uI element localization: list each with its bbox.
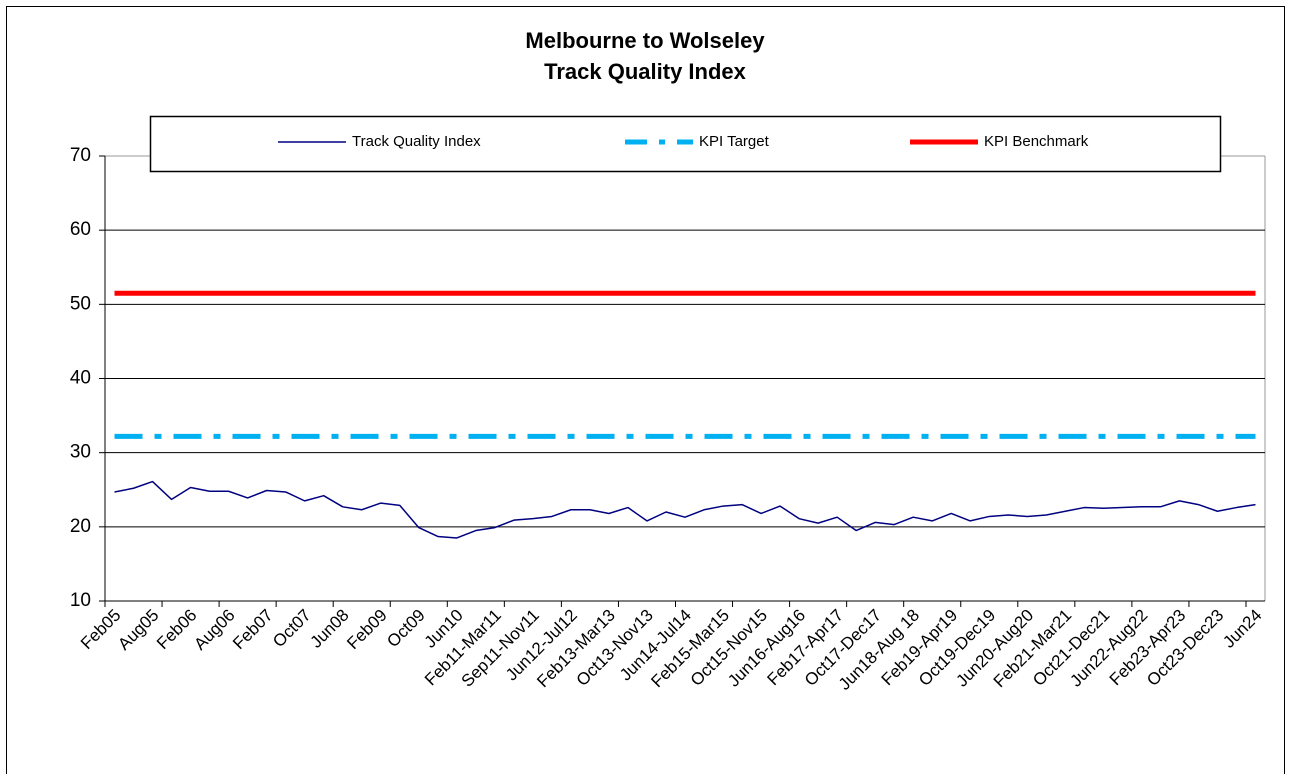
chart-title: Melbourne to Wolseley: [525, 28, 765, 53]
y-tick-label: 10: [70, 590, 91, 611]
y-tick-label: 20: [70, 516, 91, 537]
y-tick-label: 60: [70, 219, 91, 240]
y-tick-label: 50: [70, 293, 91, 314]
y-tick-label: 30: [70, 442, 91, 463]
y-tick-label: 70: [70, 145, 91, 166]
chart-subtitle: Track Quality Index: [544, 59, 747, 84]
legend-label: KPI Benchmark: [984, 133, 1089, 150]
legend-box: [149, 115, 1222, 173]
y-tick-label: 40: [70, 368, 91, 389]
legend-label: Track Quality Index: [352, 133, 481, 150]
series-line: [114, 480, 1256, 539]
legend-label: KPI Target: [699, 133, 770, 150]
